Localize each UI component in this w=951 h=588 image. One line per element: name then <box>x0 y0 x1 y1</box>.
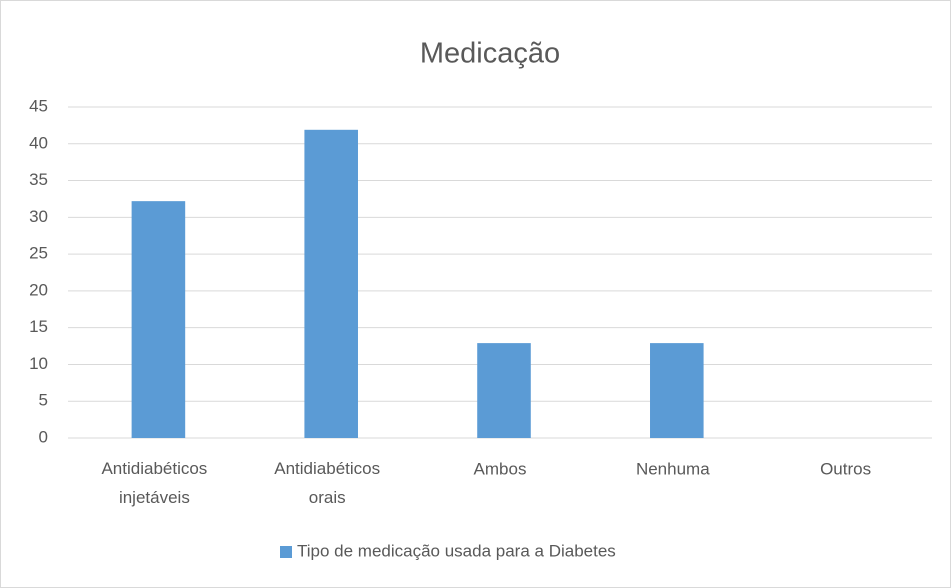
x-tick-label: Antidiabéticos orais <box>274 459 380 507</box>
x-tick-label: Antidiabéticos injetáveis <box>101 459 207 507</box>
legend-label: Tipo de medicação usada para a Diabetes <box>297 541 616 560</box>
x-tick-label: Outros <box>820 459 871 478</box>
y-tick-label: 20 <box>29 280 48 299</box>
chart-title: Medicação <box>420 38 560 70</box>
y-tick-label: 15 <box>29 317 48 336</box>
y-tick-label: 30 <box>29 207 48 226</box>
x-tick-label: Ambos <box>474 459 527 478</box>
y-tick-label: 0 <box>39 427 48 446</box>
x-tick-label: Nenhuma <box>636 459 710 478</box>
legend-swatch <box>280 546 292 558</box>
y-tick-label: 5 <box>39 391 48 410</box>
y-tick-label: 40 <box>29 133 48 152</box>
y-tick-label: 10 <box>29 354 48 373</box>
bar <box>650 343 704 438</box>
y-tick-label: 25 <box>29 244 48 263</box>
bar <box>477 343 531 438</box>
bar <box>131 201 186 438</box>
y-tick-label: 35 <box>29 170 48 189</box>
y-tick-label: 45 <box>29 96 48 115</box>
bar <box>304 129 358 438</box>
